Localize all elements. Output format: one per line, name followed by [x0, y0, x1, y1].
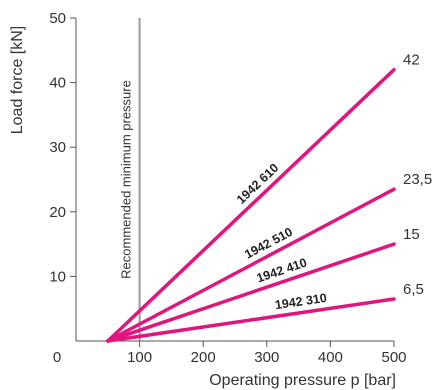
y-tick-label: 20	[49, 204, 66, 221]
x-axis-title: Operating pressure p [bar]	[209, 372, 396, 389]
series-line-4	[106, 297, 396, 343]
x-tick-label: 300	[254, 349, 279, 366]
series-end-value-2: 23,5	[403, 171, 432, 188]
y-tick-label: 50	[49, 10, 66, 27]
series-end-value-3: 15	[403, 226, 420, 243]
x-tick-label: 400	[318, 349, 343, 366]
x-tick-label: 200	[191, 349, 216, 366]
x-tick-label: 500	[381, 349, 406, 366]
x-tick-label: 100	[127, 349, 152, 366]
series-line-1	[106, 67, 396, 343]
series-end-value-1: 42	[403, 52, 420, 69]
y-axis-title: Load force [kN]	[9, 26, 26, 135]
x-tick-label: 0	[53, 349, 61, 366]
y-tick-label: 10	[49, 268, 66, 285]
series-end-value-4: 6,5	[403, 281, 424, 298]
series-line-3	[106, 242, 396, 343]
y-tick-label: 30	[49, 139, 66, 156]
y-tick-label: 40	[49, 75, 66, 92]
plot-area: 0 100 200 300 400 500 10 20 30 40 50 Recommended mi…	[49, 10, 432, 366]
recommended-minimum-pressure-label: Recommended minimum pressure	[119, 80, 134, 279]
series-line-2	[106, 187, 396, 343]
